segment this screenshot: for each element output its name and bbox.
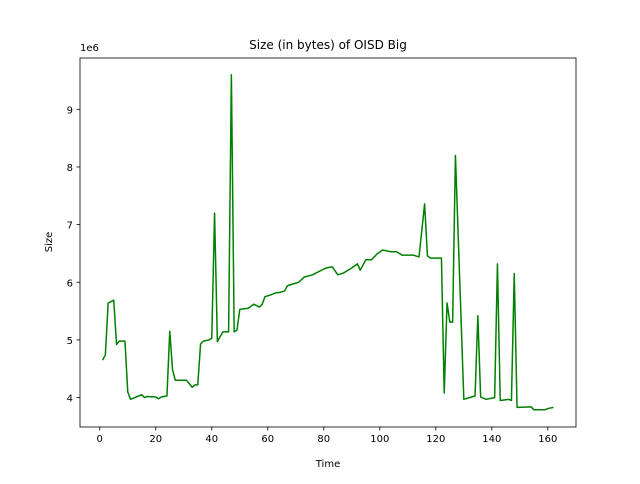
x-tick-label: 120 bbox=[426, 434, 445, 445]
x-tick-label: 60 bbox=[261, 434, 274, 445]
x-axis-label: Time bbox=[315, 459, 340, 470]
x-tick-label: 140 bbox=[482, 434, 501, 445]
y-tick-label: 5 bbox=[67, 336, 73, 347]
x-tick-label: 80 bbox=[317, 434, 330, 445]
plot-frame bbox=[79, 57, 577, 428]
y-axis-label: Size bbox=[44, 232, 55, 253]
y-tick-label: 7 bbox=[67, 221, 73, 232]
x-tick-label: 100 bbox=[370, 434, 389, 445]
data-line bbox=[101, 73, 554, 411]
y-tick-label: 4 bbox=[67, 394, 73, 405]
y-offset-label: 1e6 bbox=[80, 43, 99, 54]
y-tick-label: 6 bbox=[67, 278, 73, 289]
x-tick-label: 40 bbox=[205, 434, 218, 445]
x-tick-label: 0 bbox=[97, 434, 103, 445]
x-tick-label: 20 bbox=[149, 434, 162, 445]
chart-title: Size (in bytes) of OISD Big bbox=[249, 38, 407, 52]
x-tick-label: 160 bbox=[538, 434, 557, 445]
y-tick-label: 8 bbox=[67, 163, 73, 174]
y-tick-label: 9 bbox=[67, 105, 73, 116]
